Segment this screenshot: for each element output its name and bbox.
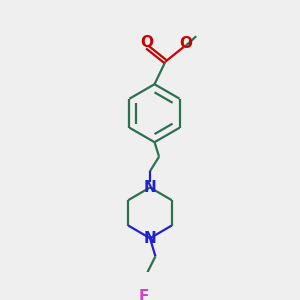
- Text: O: O: [140, 35, 153, 50]
- Text: N: N: [144, 231, 156, 246]
- Text: F: F: [139, 289, 149, 300]
- Text: O: O: [179, 36, 192, 51]
- Text: N: N: [144, 180, 156, 195]
